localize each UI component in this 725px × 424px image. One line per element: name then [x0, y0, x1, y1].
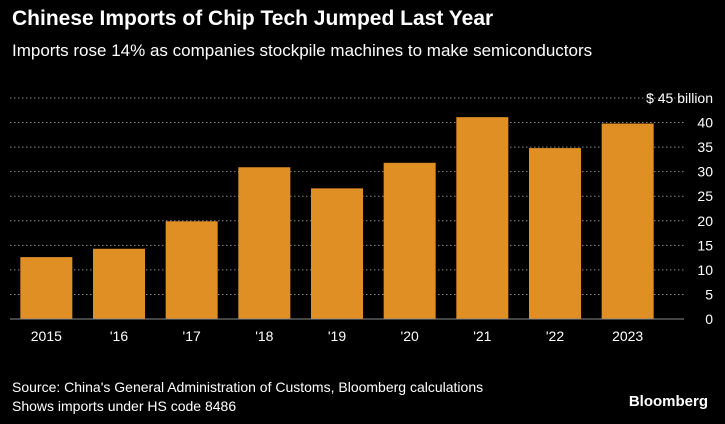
x-tick-label: '18 — [255, 328, 273, 344]
y-tick-label: 35 — [697, 139, 713, 155]
y-tick-label: 5 — [705, 286, 713, 302]
chart-subtitle: Imports rose 14% as companies stockpile … — [12, 41, 593, 60]
y-tick-label: 25 — [697, 188, 713, 204]
y-tick-label: 10 — [697, 262, 713, 278]
bar — [383, 162, 436, 319]
y-tick-label: $ 45 billion — [646, 90, 713, 106]
bar — [311, 188, 363, 319]
x-tick-label: '19 — [328, 328, 346, 344]
bar — [165, 221, 218, 319]
bar — [456, 117, 509, 319]
x-tick-label: '21 — [473, 328, 491, 344]
y-tick-label: 20 — [697, 213, 713, 229]
y-tick-label: 40 — [697, 115, 713, 131]
chart-footer: Source: China's General Administration o… — [12, 378, 483, 416]
y-tick-label: 0 — [705, 311, 713, 327]
x-tick-label: '16 — [110, 328, 128, 344]
bar — [529, 148, 581, 319]
y-tick-label: 15 — [697, 237, 713, 253]
x-tick-label: '22 — [546, 328, 564, 344]
x-tick-label: 2015 — [31, 328, 62, 344]
bar — [601, 123, 654, 319]
y-tick-label: 30 — [697, 164, 713, 180]
bar — [20, 257, 73, 319]
bar — [238, 167, 291, 319]
chart-title: Chinese Imports of Chip Tech Jumped Last… — [12, 7, 494, 30]
x-tick-label: '17 — [183, 328, 201, 344]
code-note: Shows imports under HS code 8486 — [12, 398, 237, 414]
source-note: Source: China's General Administration o… — [12, 379, 484, 395]
x-tick-label: '20 — [401, 328, 419, 344]
bloomberg-logo: Bloomberg — [628, 393, 708, 410]
bar — [93, 248, 145, 319]
x-tick-label: 2023 — [612, 328, 643, 344]
